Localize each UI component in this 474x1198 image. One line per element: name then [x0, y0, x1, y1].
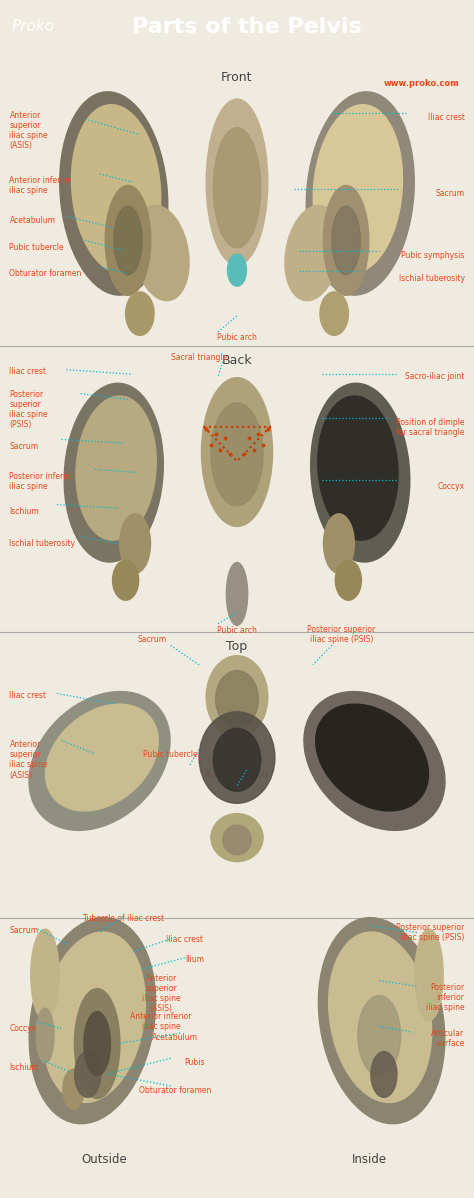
Ellipse shape	[36, 1008, 54, 1063]
Text: Posterior superior
iliac spine (PSIS): Posterior superior iliac spine (PSIS)	[396, 924, 465, 943]
Text: Sacrum: Sacrum	[137, 635, 166, 645]
Ellipse shape	[415, 930, 443, 1021]
Ellipse shape	[126, 292, 154, 335]
Ellipse shape	[310, 383, 410, 562]
Ellipse shape	[60, 92, 168, 295]
Ellipse shape	[318, 397, 398, 540]
Circle shape	[332, 206, 360, 274]
Text: Coccyx: Coccyx	[9, 1024, 36, 1033]
Text: Proko: Proko	[12, 19, 55, 35]
Text: Posterior
inferior
iliac spine: Posterior inferior iliac spine	[426, 982, 465, 1012]
Text: Iliac crest: Iliac crest	[428, 114, 465, 122]
Text: Anterior inferior
iliac spine: Anterior inferior iliac spine	[130, 1011, 192, 1030]
Ellipse shape	[319, 918, 445, 1124]
Ellipse shape	[306, 92, 414, 295]
Text: Iliac crest: Iliac crest	[9, 368, 46, 376]
Text: Parts of the Pelvis: Parts of the Pelvis	[132, 17, 361, 37]
Text: Articular
surface: Articular surface	[431, 1029, 465, 1048]
Text: Back: Back	[222, 353, 252, 367]
Text: Sacrum: Sacrum	[9, 442, 38, 450]
Text: Posterior
superior
iliac spine
(PSIS): Posterior superior iliac spine (PSIS)	[9, 391, 48, 429]
Text: Ischium: Ischium	[9, 507, 39, 516]
Ellipse shape	[304, 691, 445, 830]
Ellipse shape	[358, 996, 401, 1076]
Ellipse shape	[216, 671, 258, 727]
Ellipse shape	[335, 561, 361, 600]
Text: Pubis: Pubis	[184, 1058, 205, 1067]
Text: Obturator foramen: Obturator foramen	[9, 270, 82, 278]
Text: Ilium: Ilium	[185, 956, 204, 964]
Text: Pubic arch: Pubic arch	[217, 333, 257, 343]
Text: Pubic symphysis: Pubic symphysis	[205, 770, 269, 779]
Ellipse shape	[323, 514, 354, 574]
Ellipse shape	[29, 918, 155, 1124]
Ellipse shape	[371, 1052, 397, 1097]
Circle shape	[105, 186, 151, 296]
Text: Iliac crest: Iliac crest	[9, 691, 46, 700]
Text: Front: Front	[221, 71, 253, 84]
Ellipse shape	[42, 932, 146, 1102]
Text: Sacro-iliac joint: Sacro-iliac joint	[405, 371, 465, 381]
Ellipse shape	[133, 205, 189, 301]
Text: Ischium: Ischium	[9, 1063, 39, 1072]
Ellipse shape	[201, 377, 273, 526]
Circle shape	[114, 206, 142, 274]
Ellipse shape	[76, 397, 156, 540]
Text: Anterior
superior
iliac spine
(ASIS): Anterior superior iliac spine (ASIS)	[142, 974, 181, 1012]
Text: Anterior
superior
iliac spine
(ASIS): Anterior superior iliac spine (ASIS)	[9, 740, 48, 780]
Ellipse shape	[211, 813, 263, 861]
Circle shape	[323, 186, 369, 296]
Text: www.proko.com: www.proko.com	[384, 79, 460, 89]
Ellipse shape	[46, 704, 158, 811]
Text: Pubic arch: Pubic arch	[217, 625, 257, 635]
Ellipse shape	[119, 514, 150, 574]
Ellipse shape	[228, 254, 246, 286]
Ellipse shape	[206, 655, 268, 738]
Text: Tubercle of iliac crest: Tubercle of iliac crest	[82, 914, 164, 924]
Text: Ischial tuberosity: Ischial tuberosity	[399, 273, 465, 283]
Ellipse shape	[112, 561, 138, 600]
Ellipse shape	[320, 292, 348, 335]
Text: Pubic tubercle: Pubic tubercle	[9, 243, 64, 252]
Text: Pubic symphysis: Pubic symphysis	[401, 250, 465, 260]
Text: Posterior inferior
iliac spine: Posterior inferior iliac spine	[9, 472, 74, 490]
Text: Iliac crest: Iliac crest	[166, 934, 203, 944]
Ellipse shape	[206, 99, 268, 265]
Text: Posterior superior
iliac spine (PSIS): Posterior superior iliac spine (PSIS)	[307, 625, 375, 645]
Text: Acetabulum: Acetabulum	[9, 217, 55, 225]
Text: Position of dimple
for sacral triangle: Position of dimple for sacral triangle	[396, 418, 465, 437]
Text: Ischial tuberosity: Ischial tuberosity	[9, 539, 75, 547]
Text: Acetabulum: Acetabulum	[152, 1033, 199, 1042]
Ellipse shape	[29, 691, 170, 830]
Text: Sacral triangle: Sacral triangle	[171, 352, 227, 362]
Ellipse shape	[227, 562, 247, 625]
Ellipse shape	[72, 104, 161, 273]
Circle shape	[74, 988, 120, 1099]
Ellipse shape	[328, 932, 432, 1102]
Ellipse shape	[75, 1052, 100, 1097]
Ellipse shape	[63, 1070, 84, 1109]
Text: Top: Top	[227, 640, 247, 653]
Text: Anterior inferior
iliac spine: Anterior inferior iliac spine	[9, 176, 71, 195]
Text: Obturator foramen: Obturator foramen	[139, 1085, 211, 1095]
Ellipse shape	[313, 104, 402, 273]
Ellipse shape	[285, 205, 341, 301]
Circle shape	[84, 1011, 110, 1076]
Ellipse shape	[31, 930, 59, 1021]
Text: Outside: Outside	[82, 1152, 127, 1166]
Ellipse shape	[211, 403, 263, 506]
Ellipse shape	[64, 383, 164, 562]
Text: Anterior
superior
iliac spine
(ASIS): Anterior superior iliac spine (ASIS)	[9, 111, 48, 150]
Text: Pubic tubercle: Pubic tubercle	[143, 750, 198, 758]
Ellipse shape	[199, 712, 275, 804]
Text: Sacrum: Sacrum	[9, 926, 38, 934]
Ellipse shape	[223, 825, 251, 855]
Ellipse shape	[213, 728, 261, 791]
Ellipse shape	[316, 704, 428, 811]
Ellipse shape	[213, 128, 261, 248]
Text: Coccyx: Coccyx	[438, 482, 465, 491]
Text: Sacrum: Sacrum	[436, 189, 465, 198]
Text: Inside: Inside	[352, 1152, 387, 1166]
